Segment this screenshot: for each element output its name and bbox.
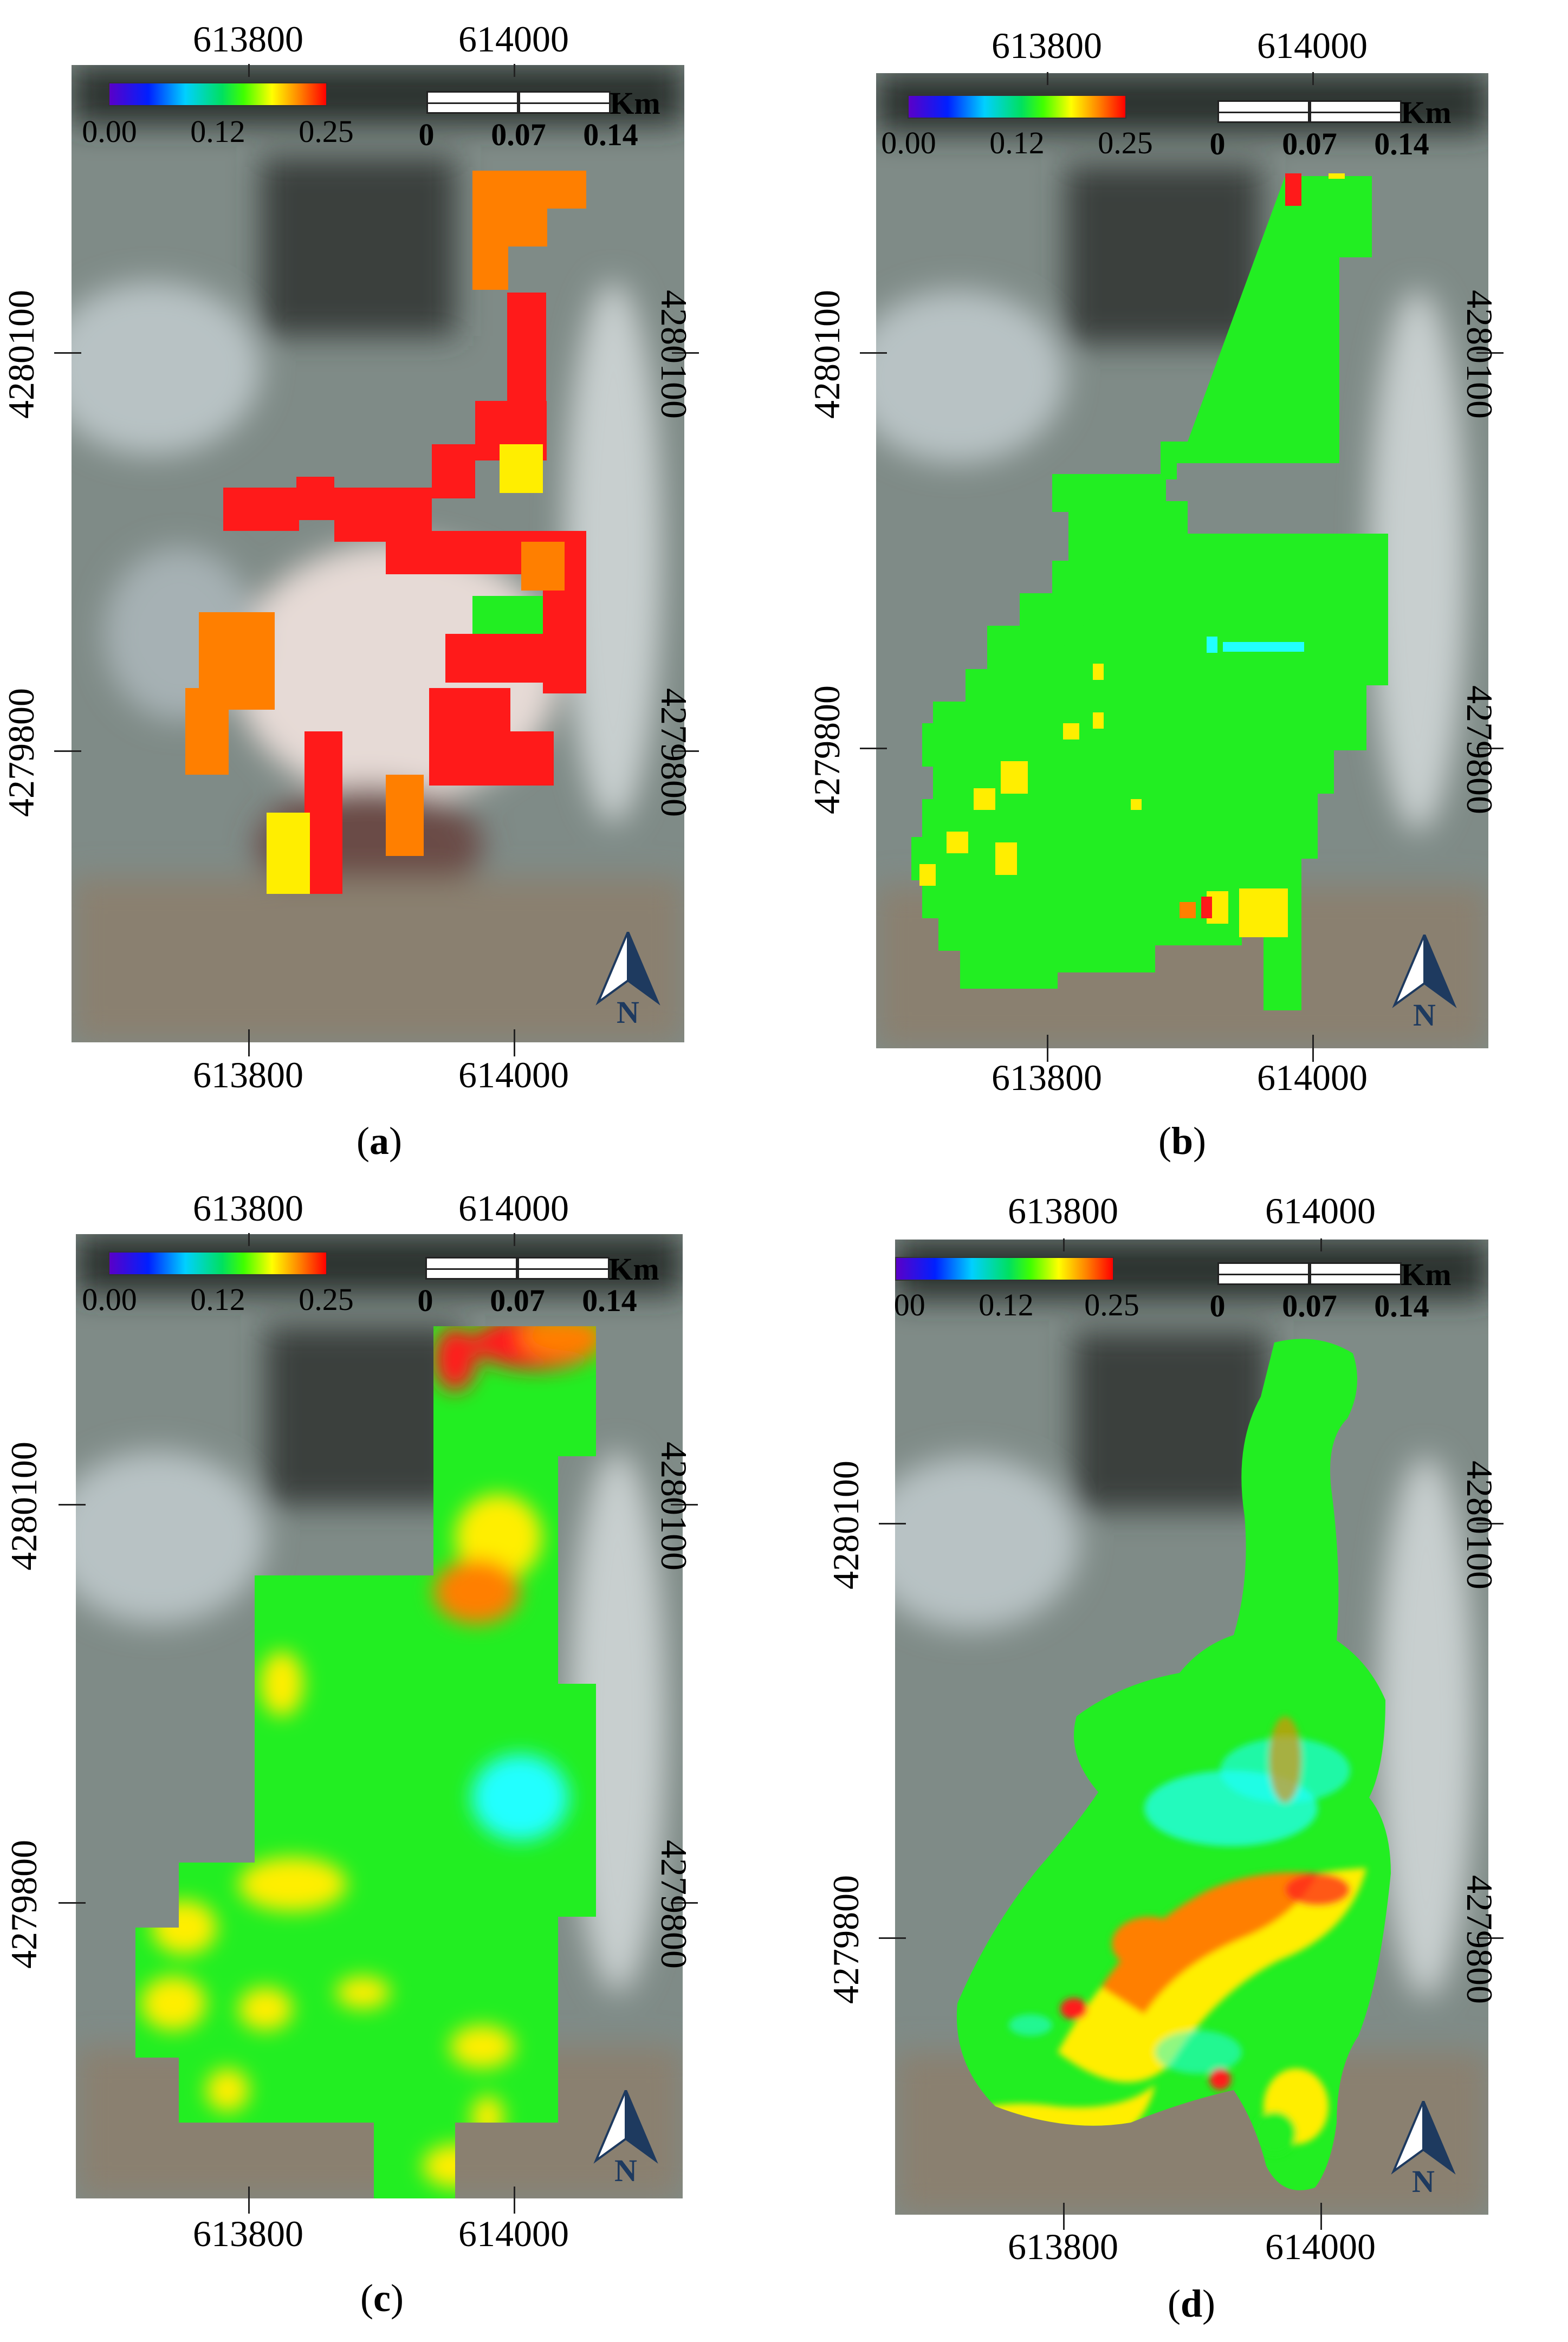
x-coord-bottom-left-d: 613800 bbox=[1008, 2226, 1118, 2267]
y-coord-left-upper-d: 4280100 bbox=[825, 1461, 866, 1590]
x-coord-top-left-c: 613800 bbox=[193, 1188, 303, 1229]
colorbar-min-a: 0.00 bbox=[82, 114, 137, 149]
colorbar-mid-a: 0.12 bbox=[190, 114, 245, 149]
y-coord-right-lower-b: 4279800 bbox=[1459, 685, 1500, 814]
y-coord-right-upper-c: 4280100 bbox=[653, 1442, 695, 1571]
x-coord-bottom-left-a: 613800 bbox=[193, 1054, 303, 1095]
north-label-d: N bbox=[1412, 2164, 1435, 2199]
y-coord-left-lower-d: 4279800 bbox=[825, 1875, 866, 2004]
x-coord-top-right-b: 614000 bbox=[1257, 25, 1368, 66]
caption-c: (c) bbox=[360, 2276, 404, 2320]
caption-b: (b) bbox=[1158, 1119, 1207, 1163]
colorbar-max-b: 0.25 bbox=[1098, 125, 1153, 160]
satellite-image-a bbox=[72, 65, 684, 1042]
y-coord-right-lower-c: 4279800 bbox=[653, 1840, 695, 1969]
scale-label-max-c: 0.14 bbox=[582, 1283, 637, 1318]
scale-label-0-d: 0 bbox=[1209, 1288, 1226, 1324]
map-frame-c: 0.00 0.12 0.25 Km 0 0.07 0.14 N bbox=[76, 1234, 683, 2198]
scale-label-0-c: 0 bbox=[417, 1283, 433, 1318]
scale-unit-a: Km bbox=[610, 86, 660, 121]
y-coord-left-lower-b: 4279800 bbox=[806, 685, 847, 814]
north-label-c: N bbox=[614, 2153, 637, 2188]
y-coord-right-upper-b: 4280100 bbox=[1459, 290, 1500, 419]
y-coord-right-lower-a: 4279800 bbox=[653, 688, 695, 817]
colorbar-mid-b: 0.12 bbox=[989, 125, 1045, 160]
panel-d: 613800 614000 bbox=[784, 1171, 1568, 2341]
y-coord-left-upper-b: 4280100 bbox=[806, 290, 847, 419]
scale-label-max-a: 0.14 bbox=[583, 117, 638, 152]
scale-unit-c: Km bbox=[608, 1251, 659, 1287]
satellite-image-c bbox=[76, 1234, 683, 2198]
x-coord-top-right-d: 614000 bbox=[1265, 1190, 1376, 1231]
colorbar-max-d: 0.25 bbox=[1084, 1287, 1139, 1322]
x-coord-top-left: 613800 bbox=[193, 18, 303, 60]
colorbar-b bbox=[908, 95, 1126, 119]
colorbar-mid-c: 0.12 bbox=[190, 1282, 245, 1317]
north-label-a: N bbox=[617, 995, 639, 1030]
colorbar-d bbox=[895, 1257, 1114, 1281]
x-coord-bottom-right-b: 614000 bbox=[1257, 1057, 1368, 1098]
scale-label-mid-b: 0.07 bbox=[1282, 126, 1337, 161]
scale-label-max-d: 0.14 bbox=[1374, 1288, 1429, 1324]
y-coord-left-lower-a: 4279800 bbox=[1, 688, 42, 817]
colorbar-min-b: 0.00 bbox=[881, 125, 936, 160]
panel-b: 613800 614000 bbox=[784, 0, 1568, 1171]
north-arrow-b bbox=[1392, 935, 1457, 1008]
satellite-image-b bbox=[876, 73, 1488, 1048]
scale-bar-c bbox=[425, 1257, 610, 1280]
scale-label-mid-d: 0.07 bbox=[1282, 1288, 1337, 1324]
overlay-a bbox=[185, 171, 586, 894]
scale-label-0-a: 0 bbox=[418, 117, 435, 152]
scale-label-0-b: 0 bbox=[1209, 126, 1226, 161]
north-label-b: N bbox=[1413, 997, 1436, 1033]
x-coord-bottom-right-a: 614000 bbox=[458, 1054, 569, 1095]
y-coord-right-lower-d: 4279800 bbox=[1459, 1875, 1500, 2004]
panel-c: 613800 614000 bbox=[0, 1171, 784, 2341]
y-coord-left-lower-c: 4279800 bbox=[3, 1840, 44, 1969]
scale-bar-a bbox=[426, 91, 611, 114]
colorbar-a bbox=[108, 82, 327, 106]
scale-bar-b bbox=[1217, 100, 1402, 123]
y-coord-right-upper-d: 4280100 bbox=[1459, 1461, 1500, 1590]
scale-label-mid-c: 0.07 bbox=[490, 1283, 545, 1318]
map-frame-a: 0.00 0.12 0.25 Km 0 0.07 0.14 N bbox=[72, 65, 684, 1042]
caption-a: (a) bbox=[357, 1119, 402, 1163]
x-coord-bottom-right-c: 614000 bbox=[458, 2213, 569, 2254]
x-coord-bottom-right-d: 614000 bbox=[1265, 2226, 1376, 2267]
y-coord-left-upper-c: 4280100 bbox=[3, 1442, 44, 1571]
map-frame-d: 0.00 0.12 0.25 Km 0 0.07 0.14 N bbox=[895, 1240, 1488, 2215]
north-arrow-a bbox=[595, 932, 660, 1005]
scale-label-mid-a: 0.07 bbox=[491, 117, 546, 152]
colorbar-max-a: 0.25 bbox=[299, 114, 354, 149]
x-coord-top-right-c: 614000 bbox=[458, 1188, 569, 1229]
x-coord-top-left-b: 613800 bbox=[992, 25, 1102, 66]
colorbar-min-c: 0.00 bbox=[82, 1282, 137, 1317]
y-coord-left-upper-a: 4280100 bbox=[1, 290, 42, 419]
colorbar-min-d: 0.00 bbox=[895, 1287, 925, 1322]
scale-unit-b: Km bbox=[1401, 95, 1452, 130]
north-arrow-c bbox=[593, 2090, 658, 2164]
caption-d: (d) bbox=[1167, 2282, 1216, 2325]
y-coord-right-upper-a: 4280100 bbox=[653, 290, 695, 419]
x-coord-top-right: 614000 bbox=[458, 18, 569, 60]
colorbar-c bbox=[108, 1251, 327, 1275]
scale-bar-d bbox=[1217, 1262, 1402, 1285]
x-coord-bottom-left-c: 613800 bbox=[193, 2213, 303, 2254]
x-coord-top-left-d: 613800 bbox=[1008, 1190, 1118, 1231]
panel-a: 613800 614000 bbox=[0, 0, 784, 1171]
colorbar-mid-d: 0.12 bbox=[979, 1287, 1034, 1322]
overlay-b bbox=[911, 173, 1388, 1010]
scale-label-max-b: 0.14 bbox=[1374, 126, 1429, 161]
satellite-image-d bbox=[895, 1240, 1488, 2215]
colorbar-max-c: 0.25 bbox=[299, 1282, 354, 1317]
scale-unit-d: Km bbox=[1401, 1257, 1452, 1292]
north-arrow-d bbox=[1391, 2101, 1456, 2175]
map-frame-b: 0.00 0.12 0.25 Km 0 0.07 0.14 N bbox=[876, 73, 1488, 1048]
x-coord-bottom-left-b: 613800 bbox=[992, 1057, 1102, 1098]
